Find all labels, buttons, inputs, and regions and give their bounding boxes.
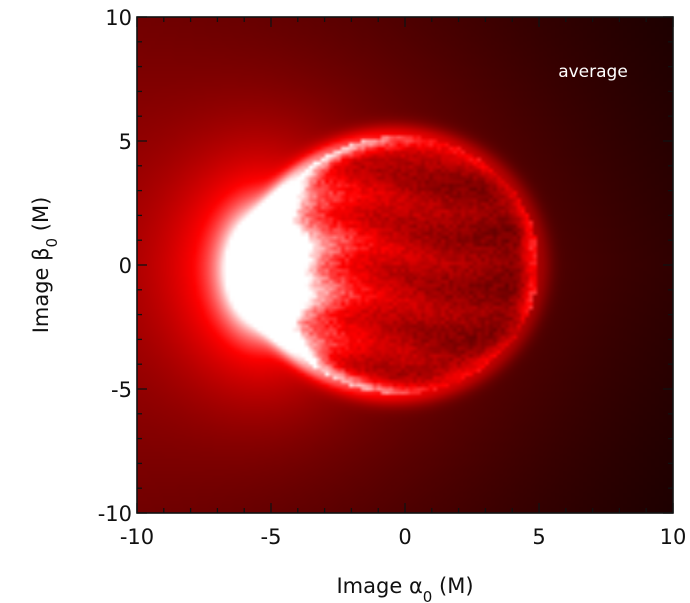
- heatmap-image: [137, 17, 673, 513]
- y-tick-label: -10: [98, 502, 132, 526]
- plot-area: [137, 17, 673, 513]
- y-axis-title: Image β0 (M): [29, 197, 61, 334]
- y-tick-label: 10: [105, 6, 132, 30]
- axis-tick-labels: -10 -5 0 5 10 -10 -5 0 5 10: [98, 6, 687, 549]
- y-tick-label: -5: [111, 378, 132, 402]
- axis-ticks: [136, 16, 674, 514]
- x-axis-title: Image α0 (M): [336, 574, 473, 603]
- panel-annotation: average: [558, 62, 628, 82]
- y-tick-label: 0: [119, 254, 132, 278]
- x-tick-label: 10: [660, 525, 687, 549]
- x-tick-label: -10: [120, 525, 154, 549]
- x-tick-label: -5: [261, 525, 282, 549]
- x-tick-label: 0: [398, 525, 411, 549]
- y-tick-label: 5: [119, 130, 132, 154]
- x-tick-label: 5: [532, 525, 545, 549]
